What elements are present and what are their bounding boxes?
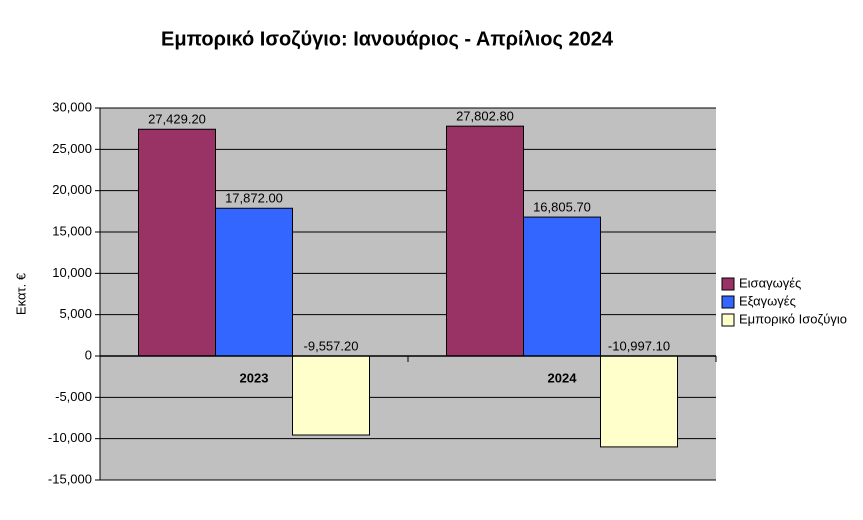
y-tick-label: 20,000 (52, 182, 92, 197)
y-tick-label: 0 (85, 347, 92, 362)
legend-label: Εισαγωγές (739, 275, 801, 290)
legend-swatch (721, 313, 735, 327)
bar (600, 355, 678, 448)
y-tick-label: 10,000 (52, 265, 92, 280)
data-label: 27,802.80 (456, 109, 514, 124)
data-label: 16,805.70 (533, 200, 591, 215)
bar (292, 355, 370, 436)
legend-label: Εμπορικό Ισοζύγιο (739, 311, 847, 326)
bar (446, 125, 524, 357)
bar (138, 128, 216, 357)
y-axis-label: Εκατ. € (13, 272, 28, 315)
data-label: 27,429.20 (148, 112, 206, 127)
bar (215, 207, 293, 357)
chart-title: Εμπορικό Ισοζύγιο: Ιανουάριος - Απρίλιος… (161, 28, 614, 50)
y-tick-label: 5,000 (59, 306, 92, 321)
data-label: 17,872.00 (225, 191, 283, 206)
x-tick-label: 2024 (548, 370, 578, 385)
y-tick-label: 30,000 (52, 99, 92, 114)
y-tick-label: -10,000 (48, 430, 92, 445)
data-label: -9,557.20 (304, 338, 359, 353)
bar (523, 216, 601, 357)
legend-label: Εξαγωγές (739, 293, 796, 308)
legend-swatch (721, 277, 735, 291)
x-tick-label: 2023 (240, 370, 269, 385)
y-tick-label: 25,000 (52, 141, 92, 156)
legend-swatch (721, 295, 735, 309)
y-tick-label: 15,000 (52, 223, 92, 238)
data-label: -10,997.10 (608, 338, 670, 353)
y-tick-label: -5,000 (55, 389, 92, 404)
y-tick-label: -15,000 (48, 471, 92, 486)
